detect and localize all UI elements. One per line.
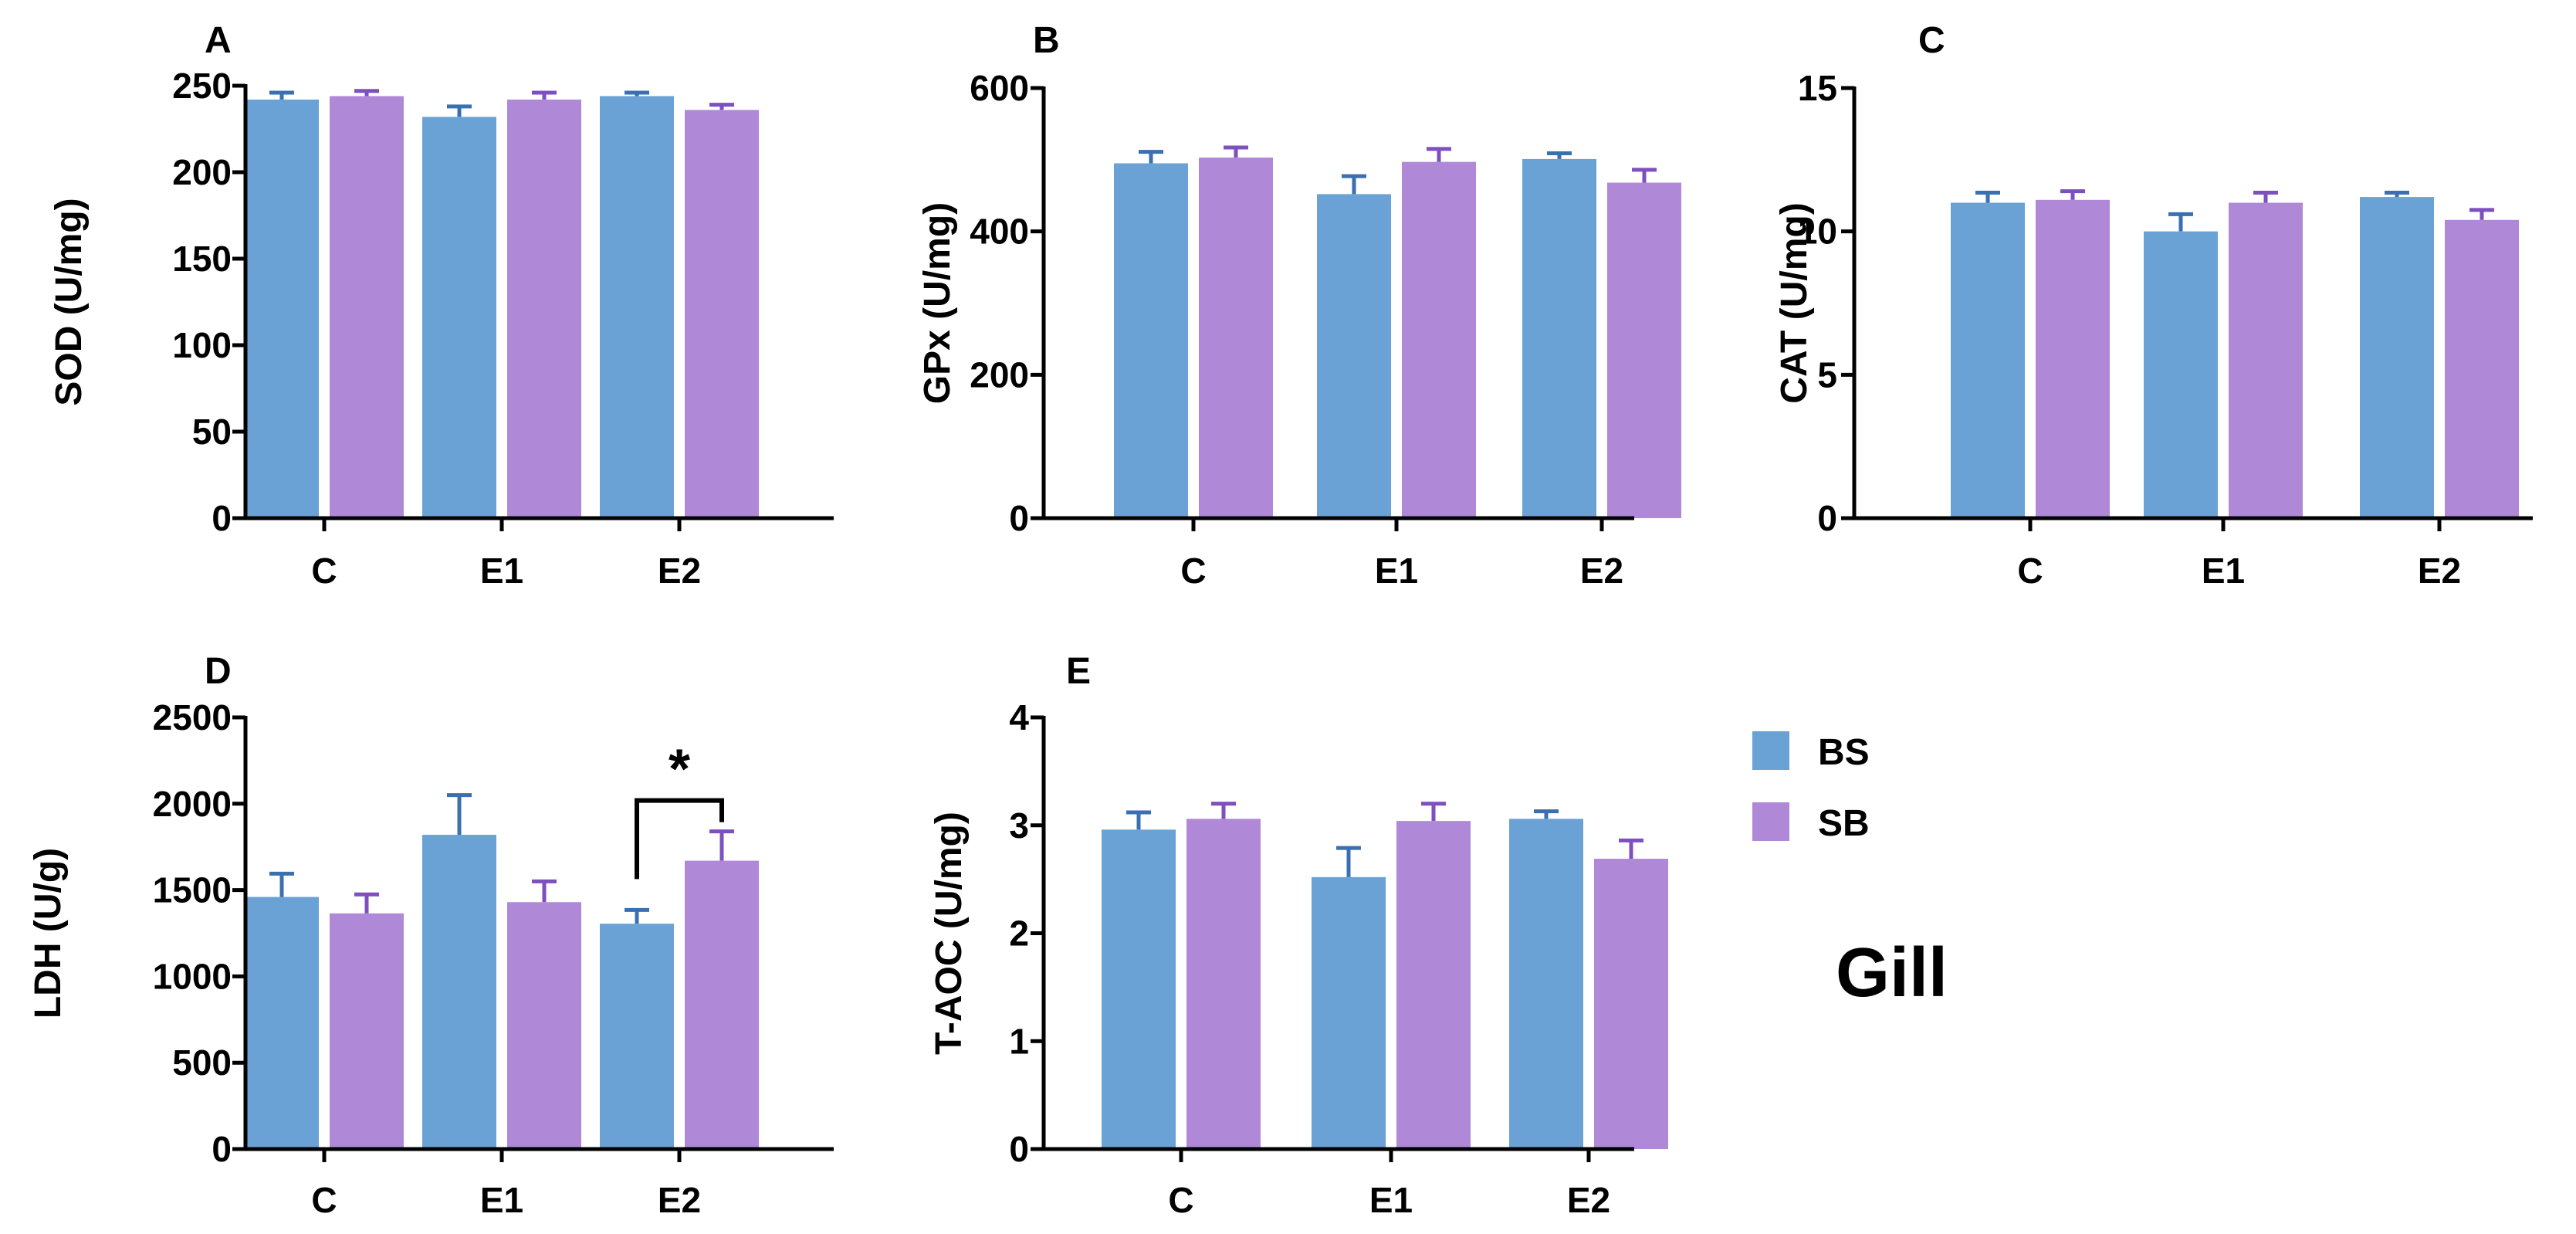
x-tick-label-e-c: C <box>1168 1180 1193 1220</box>
y-tick-label-c-0: 0 <box>1817 498 1837 538</box>
y-tick-label-a-0: 0 <box>212 498 232 538</box>
y-tick-label-d-4: 2000 <box>153 784 232 824</box>
y-tick-label-b-0: 0 <box>1009 498 1029 538</box>
bar-d-e2-sb <box>685 860 759 1149</box>
bar-b-e1-sb <box>1402 161 1476 518</box>
bar-c-e2-sb <box>2445 219 2519 518</box>
y-axis-title-a: SOD (U/mg) <box>49 198 90 405</box>
y-tick-label-a-5: 250 <box>172 66 232 106</box>
bar-e-c-sb <box>1186 819 1261 1149</box>
significance-bracket-d-0 <box>635 798 724 880</box>
y-tick-label-b-1: 200 <box>970 354 1029 395</box>
bar-a-e1-bs <box>422 117 496 518</box>
y-axis-title-e: T-AOC (U/mg) <box>929 812 970 1055</box>
bar-e-c-bs <box>1102 829 1176 1149</box>
legend-label-bs: BS <box>1818 732 1870 773</box>
significance-marker-d-0: * <box>669 739 690 801</box>
x-tick-label-b-e1: E1 <box>1375 551 1418 591</box>
x-tick-label-a-c: C <box>311 551 337 591</box>
bar-b-e2-bs <box>1522 158 1596 518</box>
y-tick-label-c-1: 5 <box>1817 354 1837 395</box>
y-axis-title-b: GPx (U/mg) <box>917 202 958 404</box>
x-tick-label-e-e2: E2 <box>1567 1180 1610 1220</box>
x-tick-label-c-c: C <box>2017 551 2043 591</box>
y-tick-label-a-1: 50 <box>192 412 232 452</box>
y-axis-title-d: LDH (U/g) <box>28 848 69 1019</box>
x-tick-label-d-c: C <box>311 1180 337 1220</box>
panel-letter-a: A <box>205 20 232 61</box>
bar-c-e1-bs <box>2144 231 2218 518</box>
tissue-label: Gill <box>1836 934 1948 1012</box>
panel-e: E T-AOC (U/mg) C E1 E2 0 1 2 3 4 <box>929 651 1668 1220</box>
panel-letter-c: C <box>1918 20 1945 61</box>
bar-a-e2-sb <box>685 110 759 519</box>
bar-a-e2-bs <box>600 96 674 518</box>
bar-d-e1-bs <box>422 835 496 1149</box>
x-tick-label-c-e2: E2 <box>2418 551 2461 591</box>
legend-swatch-bs <box>1752 731 1789 770</box>
y-axis-title-c: CAT (U/mg) <box>1774 202 1815 403</box>
x-tick-label-e-e1: E1 <box>1369 1180 1413 1220</box>
bar-c-e1-sb <box>2229 202 2303 518</box>
x-tick-label-d-e2: E2 <box>658 1180 701 1220</box>
y-tick-label-e-2: 2 <box>1009 914 1029 954</box>
bar-a-e1-sb <box>507 99 581 519</box>
y-tick-label-d-2: 1000 <box>153 956 232 996</box>
y-tick-label-c-3: 15 <box>1798 68 1837 108</box>
bar-e-e1-sb <box>1396 821 1471 1149</box>
bar-c-c-bs <box>1951 202 2025 518</box>
bar-c-e2-bs <box>2360 197 2434 518</box>
y-tick-label-e-4: 4 <box>1009 697 1029 737</box>
bar-e-e2-sb <box>1594 859 1668 1149</box>
bar-d-e2-bs <box>600 924 674 1149</box>
bar-d-e1-sb <box>507 902 581 1149</box>
x-tick-label-d-e1: E1 <box>480 1180 523 1220</box>
bar-a-c-bs <box>245 99 319 519</box>
bar-b-e1-bs <box>1317 194 1391 519</box>
y-tick-label-d-5: 2500 <box>153 697 232 737</box>
x-tick-label-c-e1: E1 <box>2202 551 2245 591</box>
bar-b-c-bs <box>1114 163 1188 518</box>
bar-d-c-sb <box>330 913 404 1149</box>
y-tick-label-e-1: 1 <box>1009 1021 1029 1061</box>
legend-swatch-sb <box>1752 802 1789 841</box>
y-tick-label-b-2: 400 <box>970 212 1029 252</box>
y-tick-label-a-4: 200 <box>172 152 232 192</box>
y-tick-label-a-3: 150 <box>172 239 232 279</box>
bar-e-e2-bs <box>1509 819 1583 1149</box>
panel-c: C CAT (U/mg) C E1 E2 0 5 10 15 <box>1774 20 2533 591</box>
panel-letter-b: B <box>1033 20 1060 61</box>
legend: BS SB <box>1752 731 1870 844</box>
y-tick-label-d-1: 500 <box>172 1042 232 1083</box>
panel-d: D LDH (U/g) C E1 E2 0 500 1000 1500 2000 2500 * <box>28 651 834 1220</box>
x-tick-label-b-e2: E2 <box>1580 551 1623 591</box>
x-tick-label-b-c: C <box>1180 551 1206 591</box>
y-tick-label-e-3: 3 <box>1009 805 1029 846</box>
bar-c-c-sb <box>2036 199 2110 518</box>
bar-b-e2-sb <box>1607 182 1681 519</box>
y-tick-label-a-2: 100 <box>172 325 232 365</box>
panel-letter-d: D <box>205 651 232 692</box>
y-tick-label-c-2: 10 <box>1798 212 1837 252</box>
legend-label-sb: SB <box>1818 803 1870 844</box>
bar-b-c-sb <box>1199 158 1273 518</box>
panel-b: B GPx (U/mg) C E1 E2 0 200 400 600 <box>917 20 1681 591</box>
bar-d-c-bs <box>245 897 319 1149</box>
panel-letter-e: E <box>1066 651 1091 692</box>
x-tick-label-a-e1: E1 <box>480 551 523 591</box>
y-tick-label-d-3: 1500 <box>153 870 232 910</box>
y-tick-label-b-3: 600 <box>970 68 1029 108</box>
y-tick-label-d-0: 0 <box>212 1129 232 1169</box>
x-tick-label-a-e2: E2 <box>658 551 701 591</box>
panel-a: A SOD (U/mg) C E1 E2 0 50 100 150 200 250 <box>49 20 834 591</box>
bar-a-c-sb <box>330 96 404 518</box>
y-tick-label-e-0: 0 <box>1009 1129 1029 1169</box>
bar-e-e1-bs <box>1312 876 1386 1149</box>
